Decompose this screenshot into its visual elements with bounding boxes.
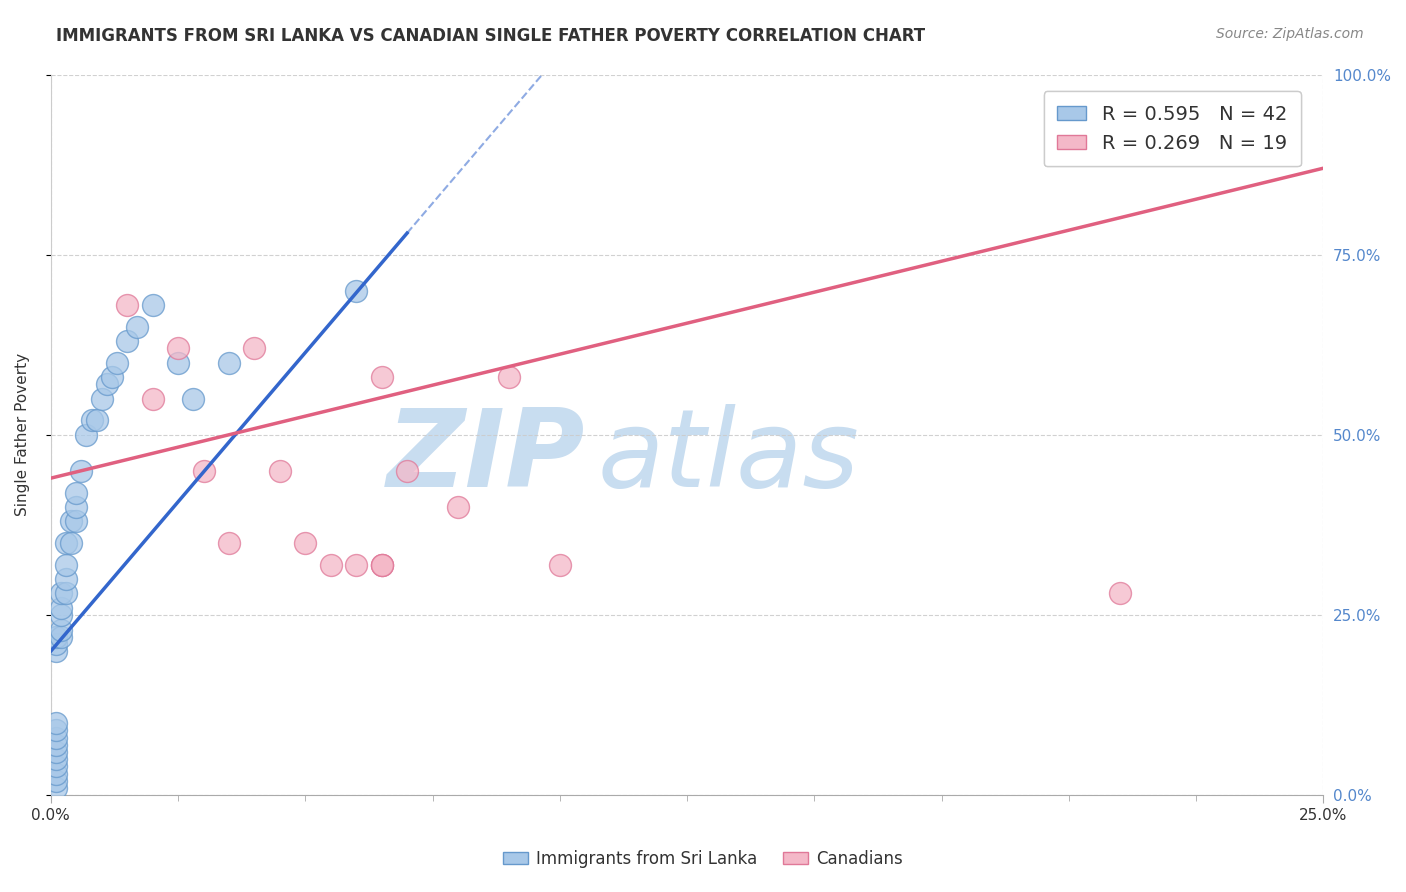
Point	[49, 623, 72, 637]
Text: IMMIGRANTS FROM SRI LANKA VS CANADIAN SINGLE FATHER POVERTY CORRELATION CHART: IMMIGRANTS FROM SRI LANKA VS CANADIAN SI…	[56, 27, 925, 45]
Point	[142, 392, 165, 406]
Point	[60, 536, 83, 550]
Point	[370, 370, 392, 384]
Point	[45, 759, 67, 773]
Point	[1108, 586, 1130, 600]
Point	[80, 413, 103, 427]
Legend: R = 0.595   N = 42, R = 0.269   N = 19: R = 0.595 N = 42, R = 0.269 N = 19	[1043, 92, 1301, 167]
Point	[55, 586, 77, 600]
Point	[101, 370, 124, 384]
Point	[55, 536, 77, 550]
Point	[193, 464, 215, 478]
Legend: Immigrants from Sri Lanka, Canadians: Immigrants from Sri Lanka, Canadians	[496, 844, 910, 875]
Point	[167, 342, 190, 356]
Point	[49, 600, 72, 615]
Point	[344, 284, 367, 298]
Point	[75, 428, 97, 442]
Point	[447, 500, 470, 514]
Point	[344, 558, 367, 572]
Point	[65, 500, 87, 514]
Point	[45, 773, 67, 788]
Point	[90, 392, 112, 406]
Point	[45, 637, 67, 651]
Point	[183, 392, 205, 406]
Point	[167, 356, 190, 370]
Point	[498, 370, 520, 384]
Point	[45, 731, 67, 745]
Point	[370, 558, 392, 572]
Point	[319, 558, 342, 572]
Point	[45, 644, 67, 658]
Point	[294, 536, 316, 550]
Point	[269, 464, 291, 478]
Y-axis label: Single Father Poverty: Single Father Poverty	[15, 353, 30, 516]
Point	[86, 413, 108, 427]
Point	[115, 298, 138, 312]
Point	[396, 464, 419, 478]
Point	[548, 558, 571, 572]
Point	[45, 738, 67, 752]
Point	[45, 723, 67, 738]
Point	[218, 536, 240, 550]
Point	[96, 377, 118, 392]
Text: Source: ZipAtlas.com: Source: ZipAtlas.com	[1216, 27, 1364, 41]
Point	[55, 558, 77, 572]
Point	[49, 608, 72, 623]
Text: atlas: atlas	[598, 404, 860, 509]
Point	[65, 515, 87, 529]
Point	[45, 716, 67, 731]
Point	[370, 558, 392, 572]
Point	[243, 342, 266, 356]
Point	[45, 780, 67, 795]
Point	[70, 464, 93, 478]
Point	[45, 745, 67, 759]
Point	[45, 766, 67, 780]
Point	[55, 572, 77, 586]
Point	[105, 356, 128, 370]
Point	[142, 298, 165, 312]
Point	[370, 558, 392, 572]
Point	[115, 334, 138, 349]
Text: ZIP: ZIP	[387, 403, 585, 509]
Point	[49, 586, 72, 600]
Point	[49, 630, 72, 644]
Point	[60, 515, 83, 529]
Point	[45, 630, 67, 644]
Point	[218, 356, 240, 370]
Point	[127, 319, 149, 334]
Point	[45, 752, 67, 766]
Point	[65, 485, 87, 500]
